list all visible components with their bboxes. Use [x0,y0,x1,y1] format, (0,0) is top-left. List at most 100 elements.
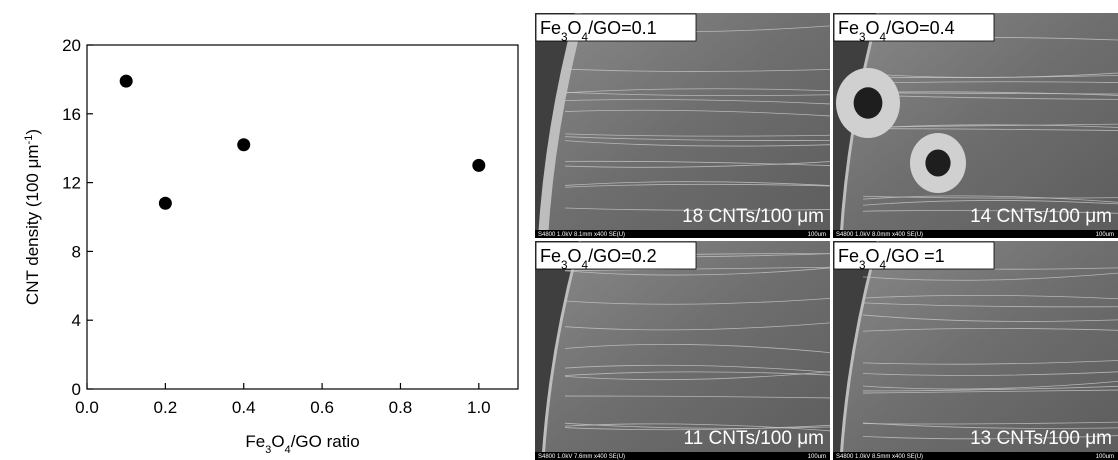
sem-image: S4800 1.0kV 8.0mm x400 SE(U) 100um 14 CNTs… [833,13,1118,238]
label-box [535,241,697,270]
text-part: O [568,18,582,38]
cnt-line [564,267,830,276]
cnt-line [862,302,1118,308]
info-text: S4800 1.0kV 8.1mm x400 SE(U) [538,232,625,238]
text-part: Fe [540,246,561,266]
cnt-line [862,435,1118,440]
text-part: Fe [838,18,859,38]
x-axis-title: Fe3O4/GO ratio [245,432,359,456]
text-part: O [271,432,284,451]
cnt-line [862,75,1118,78]
scale-text: 100um [1096,454,1114,460]
x-tick-label: 0.6 [310,398,334,417]
sem-edge [833,241,878,460]
cnt-line [564,91,830,96]
info-bar [833,230,1118,238]
cnt-line [862,314,1118,322]
text-part: /GO=0.2 [588,246,657,266]
cnt-line [564,371,830,381]
scale-text: 100um [808,232,826,238]
caption: 11 CNTs/100 μm [684,428,824,449]
y-tick-label: 0 [72,380,81,399]
y-tick-label: 4 [72,311,81,330]
label-box [833,13,995,42]
cnt-line [862,360,1118,365]
data-point [119,74,133,88]
cnt-line [862,272,1118,281]
data-point [472,158,486,172]
scale-text: 100um [1096,232,1114,238]
text-part: /GO =1 [886,246,945,266]
particle-hole [925,149,951,177]
y-tick-label: 20 [62,36,81,55]
cnt-line [564,68,830,72]
text-part: CNT density (100 μm [23,144,42,305]
info-text: S4800 1.0kV 8.5mm x400 SE(U) [836,454,923,460]
text-part: 4 [880,31,887,44]
info-bar [535,452,830,460]
sem-background [535,241,830,460]
particle-hole [853,87,883,119]
text-part: /GO=0.4 [886,18,955,38]
cnt-line [564,424,830,431]
text-part: 3 [859,259,866,272]
text-part: 3 [859,31,866,44]
text-part: 4 [880,259,887,272]
cnt-line [564,161,830,168]
text-part: /GO=0.1 [588,18,657,38]
panel-label: Fe3O4/GO =1 [838,246,945,272]
cnt-line [564,364,830,373]
cnt-line [564,88,830,94]
cnt-line [862,195,1118,203]
sem-image: S4800 1.0kV 8.1mm x400 SE(U) 100um 18 CNTs… [535,13,830,238]
text-part: 4 [582,259,589,272]
info-text: S4800 1.0kV 7.6mm x400 SE(U) [538,454,625,460]
sem-image: S4800 1.0kV 7.6mm x400 SE(U) 100um 11 CNTs… [535,241,830,460]
label-box [833,241,995,270]
info-bar [535,230,830,238]
cnt-line [564,297,830,305]
text-part: 3 [265,444,271,456]
text-part: 3 [561,31,568,44]
cnt-line [564,136,830,141]
cnt-line [564,423,830,432]
data-point [237,138,251,152]
cnt-line [862,422,1118,429]
info-bar [833,452,1118,460]
caption: 14 CNTs/100 μm [970,206,1112,227]
panel-label: Fe3O4/GO=0.1 [540,18,657,44]
text-part: 4 [285,444,291,456]
y-tick-label: 12 [62,174,81,193]
caption: 13 CNTs/100 μm [970,428,1112,449]
data-point [158,196,172,210]
x-tick-label: 0.2 [154,398,178,417]
cnt-line [564,109,830,117]
text-part: O [866,246,880,266]
y-tick-label: 16 [62,105,81,124]
text-part: /GO ratio [291,432,360,451]
caption: 18 CNTs/100 μm [682,206,824,227]
text-part: Fe [540,18,561,38]
x-tick-label: 0.0 [75,398,99,417]
scale-text: 100um [808,454,826,460]
text-part: Fe [245,432,265,451]
cnt-line [862,371,1118,376]
plot-frame [86,44,519,390]
text-part: -1 [23,135,35,145]
cnt-line [564,140,830,147]
cnt-line [862,327,1118,332]
cnt-line [862,421,1118,425]
cnt-line [564,371,830,376]
cnt-line [564,181,830,186]
cnt-line [564,133,830,137]
cnt-line [564,322,830,331]
panel-label: Fe3O4/GO=0.4 [838,18,955,44]
text-part: ) [23,129,42,135]
cnt-line [862,200,1118,206]
cnt-line [564,395,830,399]
y-tick-label: 8 [72,242,81,261]
text-part: O [866,18,880,38]
text-part: 3 [561,259,568,272]
x-tick-label: 0.8 [389,398,413,417]
